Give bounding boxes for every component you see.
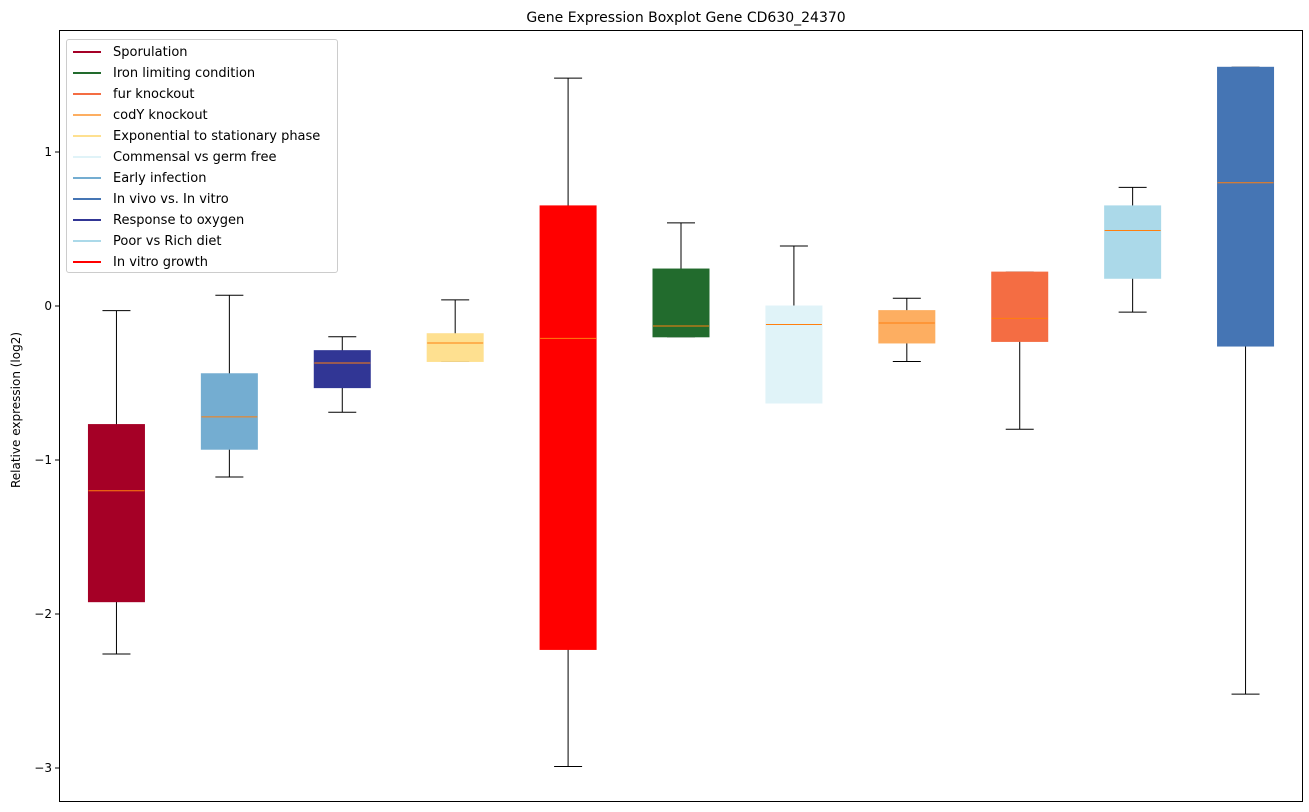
legend-swatch xyxy=(73,198,101,200)
legend-swatch xyxy=(73,177,101,179)
legend-item: Iron limiting condition xyxy=(73,64,255,82)
box xyxy=(1217,66,1275,347)
legend-label: In vitro growth xyxy=(113,254,208,270)
legend-swatch xyxy=(73,219,101,221)
box xyxy=(765,305,823,404)
box xyxy=(652,268,710,338)
legend-label: Sporulation xyxy=(113,44,188,60)
box xyxy=(991,271,1049,342)
boxes-layer xyxy=(87,66,1275,767)
box-group xyxy=(1104,186,1162,313)
legend-swatch xyxy=(73,93,101,95)
box-group xyxy=(765,245,823,404)
legend-swatch xyxy=(73,135,101,137)
legend-label: fur knockout xyxy=(113,86,195,102)
legend-item: Response to oxygen xyxy=(73,211,244,229)
legend-label: Poor vs Rich diet xyxy=(113,233,222,249)
legend-item: Poor vs Rich diet xyxy=(73,232,221,250)
legend-swatch xyxy=(73,72,101,74)
box-group xyxy=(313,336,371,413)
legend-label: codY knockout xyxy=(113,107,208,123)
box-group xyxy=(539,77,597,767)
legend-swatch xyxy=(73,51,101,53)
y-axis-label: Relative expression (log2) xyxy=(9,332,23,488)
legend-item: codY knockout xyxy=(73,106,208,124)
box xyxy=(1104,205,1162,279)
box xyxy=(539,205,597,650)
legend-label: Early infection xyxy=(113,170,207,186)
legend-swatch xyxy=(73,114,101,116)
legend-label: In vivo vs. In vitro xyxy=(113,191,229,207)
legend-label: Commensal vs germ free xyxy=(113,149,277,165)
box xyxy=(313,350,371,389)
legend-item: Sporulation xyxy=(73,43,188,61)
legend-label: Response to oxygen xyxy=(113,212,245,228)
legend-label: Iron limiting condition xyxy=(113,65,256,81)
legend-label: Exponential to stationary phase xyxy=(113,128,321,144)
y-tick-label: −2 xyxy=(34,607,52,621)
box-group xyxy=(200,294,258,478)
legend-item: In vitro growth xyxy=(73,253,208,271)
y-tick-label: 0 xyxy=(44,299,52,313)
box xyxy=(426,333,484,362)
y-tick-label: 1 xyxy=(44,145,52,159)
plot-frame xyxy=(59,30,1303,802)
box xyxy=(200,373,258,450)
y-axis: −3 −2 −1 0 1 xyxy=(34,145,60,775)
legend-item: Commensal vs germ free xyxy=(73,148,276,166)
box-group xyxy=(87,310,145,655)
legend-item: In vivo vs. In vitro xyxy=(73,190,229,208)
box xyxy=(878,310,936,344)
legend-swatch xyxy=(73,261,101,263)
box-group xyxy=(991,271,1049,430)
box xyxy=(87,424,145,603)
legend-item: Exponential to stationary phase xyxy=(73,127,320,145)
y-tick-label: −1 xyxy=(34,453,52,467)
box-group xyxy=(1217,66,1275,695)
box-group xyxy=(426,299,484,362)
chart-title: Gene Expression Boxplot Gene CD630_24370 xyxy=(526,10,845,26)
legend-swatch xyxy=(73,240,101,242)
legend-item: Early infection xyxy=(73,169,206,187)
box-group xyxy=(878,297,936,362)
y-tick-label: −3 xyxy=(34,761,52,775)
legend-item: fur knockout xyxy=(73,85,195,103)
box-group xyxy=(652,222,710,338)
legend-swatch xyxy=(73,156,101,158)
legend: Sporulation Iron limiting condition fur kn… xyxy=(66,39,338,273)
